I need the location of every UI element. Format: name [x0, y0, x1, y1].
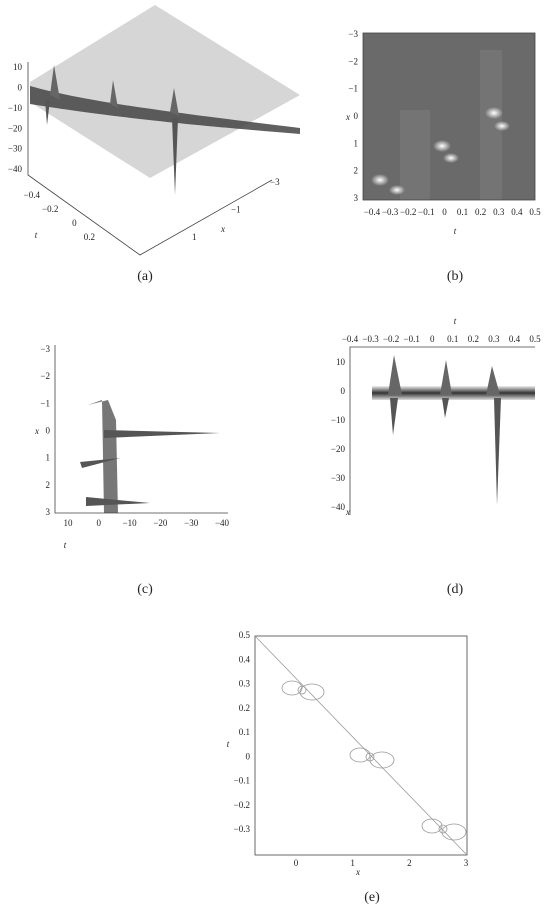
panel-a-surface [27, 5, 300, 256]
tick-label: −0.1 [404, 334, 420, 344]
tick-label: 0.5 [529, 334, 541, 344]
tick-label: −10 [331, 415, 346, 425]
panel-b-density [362, 32, 536, 201]
tick-label: −0.2 [42, 204, 58, 214]
tick-label: −2 [40, 371, 50, 381]
tick-label: 3 [464, 858, 469, 868]
tick-label: 0.4 [239, 654, 251, 664]
tick-label: −40 [8, 164, 23, 174]
tick-label: 0.3 [493, 207, 505, 217]
tick-label: −0.3 [382, 207, 399, 217]
axis-label: t [454, 316, 457, 326]
tick-label: 0.2 [239, 703, 250, 713]
tick-label: 0.1 [457, 207, 468, 217]
tick-label: −3 [270, 177, 280, 187]
tick-label: −0.1 [234, 776, 250, 786]
tick-label: −10 [8, 103, 23, 113]
tick-label: 0 [442, 207, 447, 217]
tick-label: 0 [354, 111, 359, 121]
axis-label: x [345, 507, 350, 517]
tick-label: 2 [354, 166, 359, 176]
tick-label: −20 [8, 123, 23, 133]
tick-label: 1 [354, 138, 359, 148]
tick-label: −1 [231, 205, 241, 215]
tick-label: 1 [46, 453, 51, 463]
axis-label: x [220, 224, 225, 234]
axis-label: x [34, 426, 39, 436]
tick-label: −3 [348, 29, 358, 39]
axis-label: t [35, 230, 38, 240]
tick-label: −10 [123, 518, 138, 528]
tick-label: 0 [46, 426, 51, 436]
tick-label: 10 [64, 518, 74, 528]
tick-label: −0.4 [364, 207, 381, 217]
tick-label: 0.1 [239, 727, 250, 737]
tick-label: 0 [72, 218, 77, 228]
tick-label: −3 [40, 344, 50, 354]
caption: (c) [137, 582, 153, 597]
tick-label: 2 [46, 480, 51, 490]
tick-label: 10 [13, 62, 23, 72]
tick-label: 0 [18, 82, 23, 92]
panel-e-contour [254, 635, 468, 856]
tick-label: −0.1 [418, 207, 434, 217]
axis-label: t [64, 540, 67, 550]
tick-label: −1 [348, 84, 358, 94]
tick-label: 0.5 [529, 207, 541, 217]
tick-label: −0.3 [362, 334, 379, 344]
tick-label: −0.4 [24, 190, 41, 200]
tick-label: −20 [331, 444, 346, 454]
tick-label: 0.4 [511, 207, 523, 217]
tick-label: −0.4 [342, 334, 359, 344]
tick-label: 0.5 [239, 630, 251, 640]
tick-label: 1 [192, 232, 197, 242]
axis-label: t [227, 739, 230, 749]
tick-label: −20 [153, 518, 168, 528]
tick-label: 0.3 [488, 334, 500, 344]
tick-label: −30 [184, 518, 199, 528]
tick-label: 1 [350, 858, 355, 868]
caption: (e) [364, 890, 380, 905]
tick-label: −2 [348, 56, 358, 66]
tick-label: 2 [407, 858, 412, 868]
tick-label: 0.2 [84, 232, 95, 242]
caption: (a) [137, 269, 153, 284]
tick-label: 0.2 [475, 207, 486, 217]
tick-label: −40 [215, 518, 230, 528]
tick-label: −1 [40, 398, 50, 408]
tick-label: 3 [46, 507, 51, 517]
panel-c-surface [54, 345, 228, 514]
tick-label: 0.1 [447, 334, 458, 344]
caption: (b) [447, 269, 464, 284]
tick-label: 0 [97, 518, 102, 528]
caption: (d) [447, 582, 464, 597]
tick-label: 0 [246, 751, 251, 761]
tick-label: 0.4 [509, 334, 521, 344]
axis-label: t [454, 226, 457, 236]
tick-label: −40 [331, 502, 346, 512]
tick-label: 10 [336, 357, 346, 367]
panel-d-surface [349, 346, 535, 515]
tick-label: 3 [354, 193, 359, 203]
tick-label: −30 [331, 473, 346, 483]
tick-label: 0.3 [239, 679, 251, 689]
tick-label: −0.2 [400, 207, 416, 217]
tick-label: −0.2 [383, 334, 399, 344]
tick-label: 0 [294, 858, 299, 868]
tick-label: −30 [8, 144, 23, 154]
tick-label: −0.3 [234, 824, 251, 834]
axis-label: x [345, 112, 350, 122]
tick-label: −0.2 [234, 800, 250, 810]
axis-label: x [355, 867, 360, 877]
tick-label: 0 [341, 386, 346, 396]
tick-label: 0 [430, 334, 435, 344]
tick-label: 0.2 [468, 334, 479, 344]
